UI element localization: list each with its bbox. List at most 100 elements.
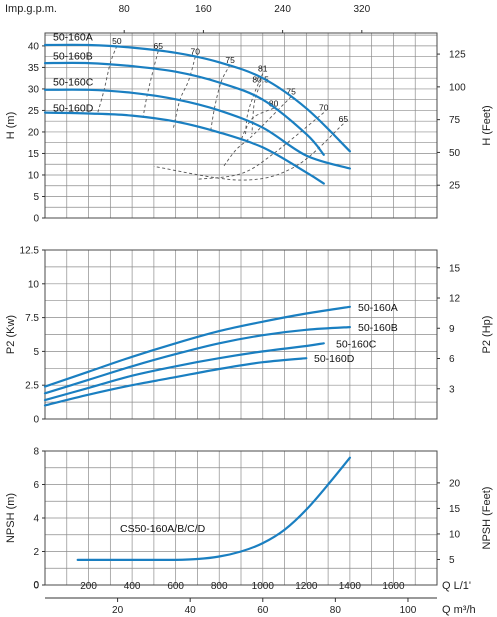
y2-tick-label: 125 [449,50,466,61]
efficiency-contour [173,56,196,128]
series-line-50-160B [43,326,351,395]
y-tick-label: 25 [28,106,40,117]
efficiency-label: 80 [269,98,279,108]
y-tick-label: 7.5 [25,313,39,324]
y-tick-label: 30 [28,84,40,95]
y-tick-label: 4 [33,514,39,525]
series-line-50-160C [43,88,351,170]
series-line-50-160A [43,305,351,388]
y-tick-label: 5 [33,192,39,203]
efficiency-contour [96,45,118,115]
efficiency-label: 80.5 [252,75,269,85]
y-tick-label: 8 [33,447,39,458]
efficiency-label: 70 [191,47,201,57]
efficiency-label: 50 [112,36,122,46]
series-label-head: 50-160C [53,76,94,88]
x-tick-label: 200 [80,581,97,592]
y-tick-label: 40 [28,41,40,52]
efficiency-contour [223,96,292,167]
y-axis-title: H (m) [5,112,17,140]
series-line-50-160A [43,43,351,153]
x-tick-label: 1000 [252,581,275,592]
efficiency-contour [197,112,325,180]
panel-power: 0 2.5 5 7.5 10 12.5 3 6 9 12 15 P2 (Kw) P2 (Hp) [5,246,493,426]
efficiency-contour [244,73,264,137]
y2-tick-label: 6 [449,354,455,365]
x2-tick-label: 100 [400,605,417,616]
y-axis-title: NPSH (m) [5,493,17,543]
panel-head: 0 5 10 15 20 25 30 35 40 25 50 75 100 125 H (m) H (Feet… [5,32,493,225]
y-tick-label: 20 [28,127,40,138]
top-tick-label: 160 [195,4,212,15]
top-tick-label: 240 [274,4,291,15]
x2-axis-title: Q m³/h [442,604,476,616]
y2-tick-label: 100 [449,82,466,93]
top-axis-title: Imp.g.p.m. [5,3,57,15]
series-label-power: 50-160A [358,302,398,314]
y2-tick-label: 10 [449,529,461,540]
x-tick-label: 800 [211,581,228,592]
y-tick-label: 6 [33,480,39,491]
efficiency-contour [142,50,159,118]
y2-tick-label: 12 [449,294,461,305]
efficiency-label: 75 [286,87,296,97]
y2-axis-title: NPSH (Feet) [481,487,493,550]
x2-tick-label: 60 [257,605,269,616]
y-tick-label: 0 [33,415,39,426]
x2-tick-label: 20 [112,605,124,616]
series-label-head: 50-160A [53,31,93,43]
y-tick-label: 0 [33,581,39,592]
y2-tick-label: 20 [449,478,461,489]
plot-frame [44,249,438,420]
y2-tick-label: 75 [449,115,461,126]
series-label-head: 50-160D [53,102,94,114]
efficiency-contour [251,84,261,135]
y2-tick-label: 3 [449,384,455,395]
y2-tick-label: 15 [449,504,461,515]
y-tick-label: 10 [28,279,40,290]
x-tick-label: 600 [167,581,184,592]
efficiency-contour [153,123,344,181]
efficiency-label: 81 [258,63,268,73]
y2-tick-label: 9 [449,324,455,335]
y2-axis-title: P2 (Hp) [481,316,493,354]
efficiency-label: 75 [225,55,235,65]
x2-tick-label: 40 [185,605,197,616]
efficiency-label: 70 [319,103,329,113]
series-label-power: 50-160D [314,353,355,365]
y-tick-label: 0 [33,214,39,225]
y-tick-label: 2 [33,547,39,558]
efficiency-label: 65 [154,41,164,51]
y-tick-label: 15 [28,149,40,160]
top-tick-label: 320 [353,4,370,15]
y2-tick-label: 50 [449,148,461,159]
panel-npsh: 0 2 4 6 8 5 10 15 20 NPSH (m) NPSH (Feet) [5,447,493,592]
series-line-50-160B [43,61,325,156]
series-label-power: 50-160C [336,338,377,350]
x2-tick-label: 80 [330,605,342,616]
y2-tick-label: 15 [449,263,461,274]
y2-tick-label: 25 [449,181,461,192]
efficiency-contour [240,107,274,141]
y-axis-title: P2 (Kw) [5,315,17,354]
plot-frame [44,32,438,219]
top-tick-label: 80 [119,4,131,15]
x-tick-label: 1400 [339,581,362,592]
series-label-power: 50-160B [358,322,398,334]
x-tick-label: 400 [124,581,141,592]
x-axis-title: Q L/1' [442,580,471,592]
y2-tick-label: 5 [449,555,455,566]
series-line-50-160D [43,111,325,185]
x-tick-label: 1600 [382,581,405,592]
series-line-50-160C [43,342,325,402]
y-tick-label: 5 [33,347,39,358]
y2-axis-title: H (Feet) [481,105,493,145]
efficiency-contour [210,64,231,133]
series-line-50-160D [43,357,308,407]
x-origin-label: 0 [33,580,39,591]
y-tick-label: 12.5 [20,246,40,257]
npsh-annotation: CS50-160A/B/C/D [120,523,206,535]
y-tick-label: 10 [28,170,40,181]
efficiency-label: 65 [339,114,349,124]
